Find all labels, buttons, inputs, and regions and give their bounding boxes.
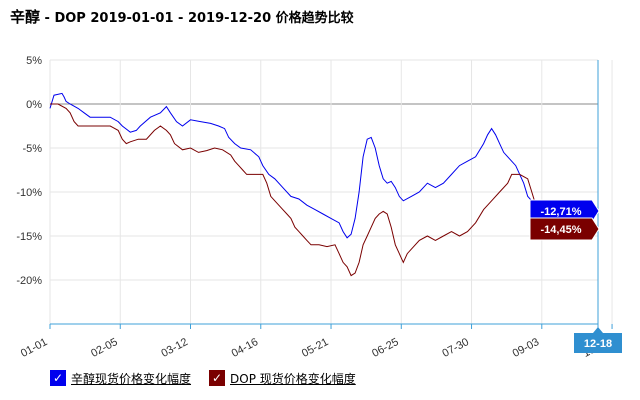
y-tick-label: -10% <box>16 187 42 199</box>
date-badge-text: 12-18 <box>584 338 612 350</box>
end-value-labels: -12,71% -14,45% 12-18 <box>529 199 622 353</box>
date-badge-pointer <box>593 327 603 333</box>
chart-title-product: 辛醇 <box>10 8 40 26</box>
legend-item-dop[interactable]: ✓ DOP 现货价格变化幅度 <box>209 370 356 387</box>
x-tick-label: 06-25 <box>370 336 400 360</box>
chart-title: 辛醇 - DOP 2019-01-01 - 2019-12-20 价格趋势比较 <box>10 8 354 26</box>
x-tick-label: 05-21 <box>300 336 330 360</box>
x-tick-label: 04-16 <box>230 336 260 360</box>
x-tick-label: 09-03 <box>511 336 541 360</box>
checkmark-icon[interactable]: ✓ <box>209 370 226 386</box>
y-tick-label: 5% <box>26 55 42 67</box>
checkmark-icon[interactable]: ✓ <box>50 370 66 386</box>
series-lines <box>49 92 597 277</box>
chart-legend: ✓ 辛醇现货价格变化幅度 ✓ DOP 现货价格变化幅度 <box>50 368 356 388</box>
y-tick-label: -15% <box>16 231 42 243</box>
dop-end-badge <box>529 217 600 241</box>
octanol-end-value: -12,71% <box>541 206 582 218</box>
y-tick-label: -20% <box>16 275 42 287</box>
x-tick-label: 02-05 <box>89 336 119 360</box>
date-badge <box>574 333 622 353</box>
x-tick-label: 03-12 <box>159 336 189 360</box>
grid <box>49 59 613 325</box>
legend-item-octanol[interactable]: ✓ 辛醇现货价格变化幅度 <box>50 370 191 387</box>
legend-label-octanol: 辛醇现货价格变化幅度 <box>71 371 192 386</box>
x-tick-label: 01-01 <box>19 336 49 360</box>
y-tick-label: -5% <box>22 143 42 155</box>
x-tick-label: 07-30 <box>440 336 470 360</box>
legend-label-dop: DOP 现货价格变化幅度 <box>230 371 356 386</box>
y-tick-label: 0% <box>26 99 42 111</box>
chart-title-rest: - DOP 2019-01-01 - 2019-12-20 价格趋势比较 <box>40 10 354 26</box>
octanol-series-line <box>49 92 597 239</box>
dop-end-value: -14,45% <box>541 224 582 236</box>
dop-series-line <box>50 103 597 277</box>
